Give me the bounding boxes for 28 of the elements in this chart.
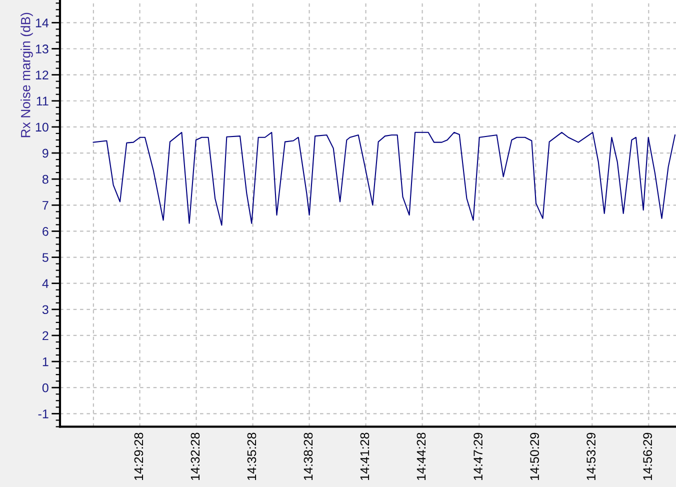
y-tick-label: 4 [42,279,49,288]
y-tick-label: 10 [36,122,48,132]
y-tick-label: 5 [42,253,48,262]
y-tick-label: 2 [42,331,48,340]
y-tick-label: 0 [42,383,48,392]
y-tick-label: 8 [42,174,48,184]
y-tick-label: 12 [36,70,48,80]
y-axis-title: Rx Noise margin (dB) [20,12,33,138]
x-tick-label: 14:35:28 [247,432,256,480]
y-tick-label: -1 [38,410,48,418]
x-tick-label: 14:29:28 [134,432,144,480]
y-tick-label: 7 [42,201,48,210]
y-tick-label: 3 [42,305,48,314]
line-series [92,132,676,226]
x-tick-label: 14:32:28 [190,432,200,480]
y-tick-label: 9 [42,148,48,158]
x-tick-label: 14:38:28 [304,432,313,480]
y-tick-label: 11 [36,96,48,106]
y-tick-label: 14 [36,18,49,28]
x-tick-label: 14:53:29 [586,432,596,480]
y-tick-label: 6 [42,227,48,236]
y-tick-label: 1 [42,357,48,366]
x-tick-label: 14:44:28 [416,432,426,480]
x-tick-label: 14:41:28 [360,432,370,480]
x-tick-label: 14:47:29 [474,432,482,480]
y-tick-label: 13 [36,44,48,54]
x-tick-label: 14:50:29 [530,432,539,480]
x-tick-label: 14:56:29 [643,432,652,480]
